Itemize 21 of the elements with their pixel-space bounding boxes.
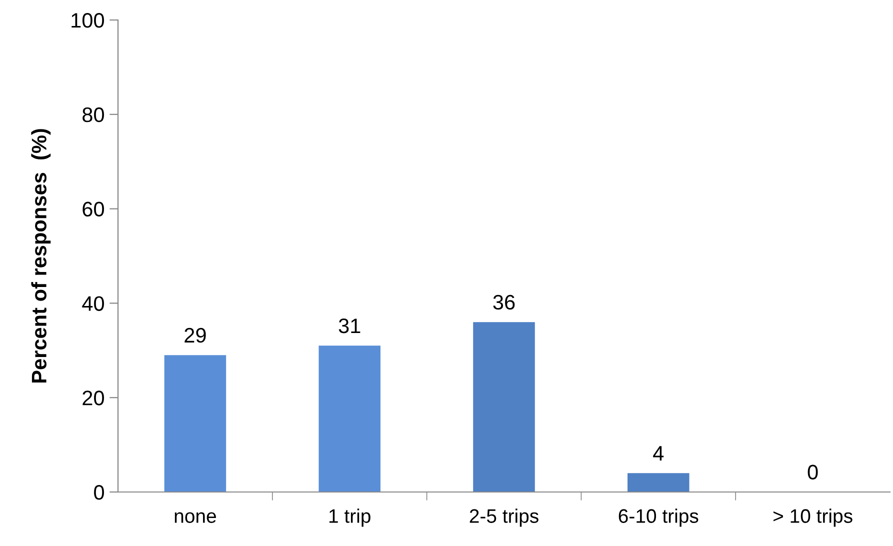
data-label: 31 bbox=[338, 318, 360, 334]
x-tick-label: 6-10 trips bbox=[618, 508, 698, 527]
y-tick-label: 40 bbox=[82, 296, 104, 311]
y-tick-label: 20 bbox=[82, 390, 104, 406]
x-tick-label: 1 trip bbox=[329, 508, 370, 527]
y-tick-label: 0 bbox=[94, 485, 104, 500]
bar bbox=[628, 473, 690, 492]
bar bbox=[164, 355, 226, 492]
x-tick-label: 2-5 trips bbox=[470, 508, 538, 527]
data-label: 36 bbox=[493, 294, 515, 310]
data-label: 29 bbox=[184, 328, 206, 343]
data-label: 0 bbox=[808, 464, 818, 480]
data-label: 4 bbox=[653, 446, 664, 460]
x-tick-label: > 10 trips bbox=[774, 508, 852, 527]
y-axis-title: Percent of responses (%) bbox=[31, 129, 51, 383]
y-tick-label: 100 bbox=[72, 13, 104, 28]
y-tick-label: 80 bbox=[82, 107, 104, 122]
bar bbox=[473, 322, 535, 492]
y-tick-label: 60 bbox=[82, 202, 104, 217]
bar bbox=[318, 346, 380, 492]
x-tick-label: none bbox=[174, 512, 216, 523]
